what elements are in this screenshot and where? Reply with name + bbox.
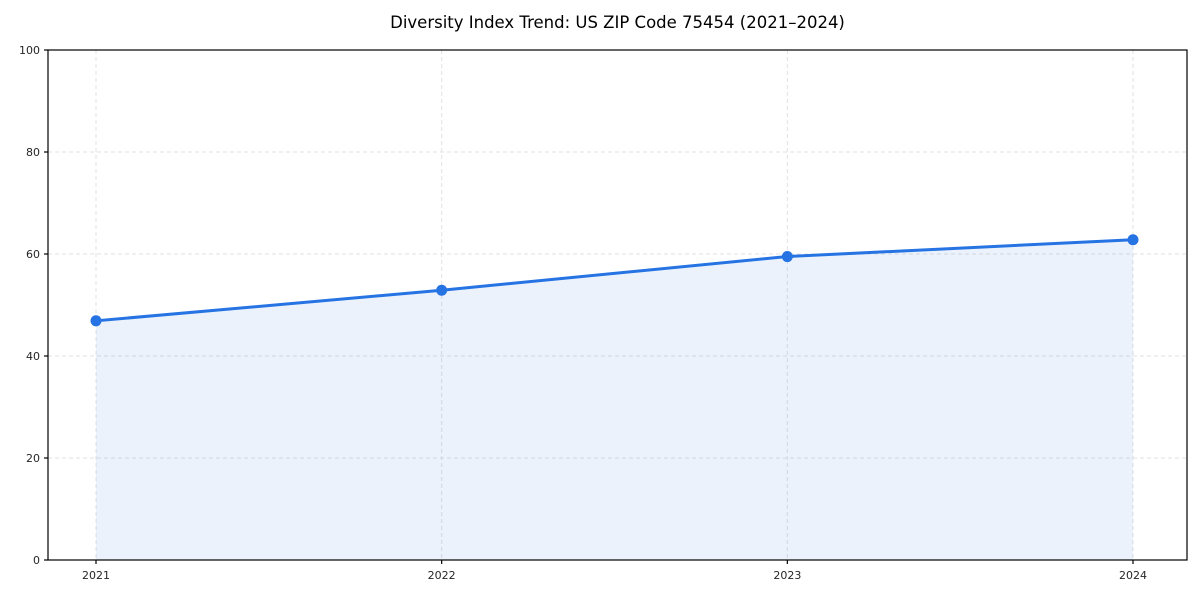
- data-point-2022: [436, 284, 448, 296]
- y-tick-label: 40: [26, 350, 40, 363]
- data-point-2024: [1127, 234, 1139, 246]
- series-area: [96, 239, 1133, 560]
- y-tick-label: 80: [26, 146, 40, 159]
- x-tick-label: 2023: [773, 569, 801, 582]
- y-tick-label: 0: [33, 554, 40, 567]
- y-tick-label: 100: [19, 44, 40, 57]
- chart-title: Diversity Index Trend: US ZIP Code 75454…: [390, 13, 845, 32]
- data-point-2023: [781, 251, 793, 263]
- x-tick-label: 2022: [428, 569, 456, 582]
- plot-border: [47, 49, 1188, 561]
- x-axis-ticks: 2021 2022 2023 2024: [82, 560, 1147, 582]
- y-tick-label: 20: [26, 452, 40, 465]
- axes-box: [47, 49, 1188, 561]
- data-points: [90, 234, 1139, 327]
- data-point-2021: [90, 315, 102, 327]
- area-fill: [96, 239, 1133, 560]
- x-tick-label: 2021: [82, 569, 110, 582]
- trend-line: [94, 238, 1135, 323]
- y-axis-ticks: 0 20 40 60 80 100: [19, 44, 48, 567]
- series-line: [94, 238, 1135, 323]
- x-tick-label: 2024: [1119, 569, 1147, 582]
- y-tick-label: 60: [26, 248, 40, 261]
